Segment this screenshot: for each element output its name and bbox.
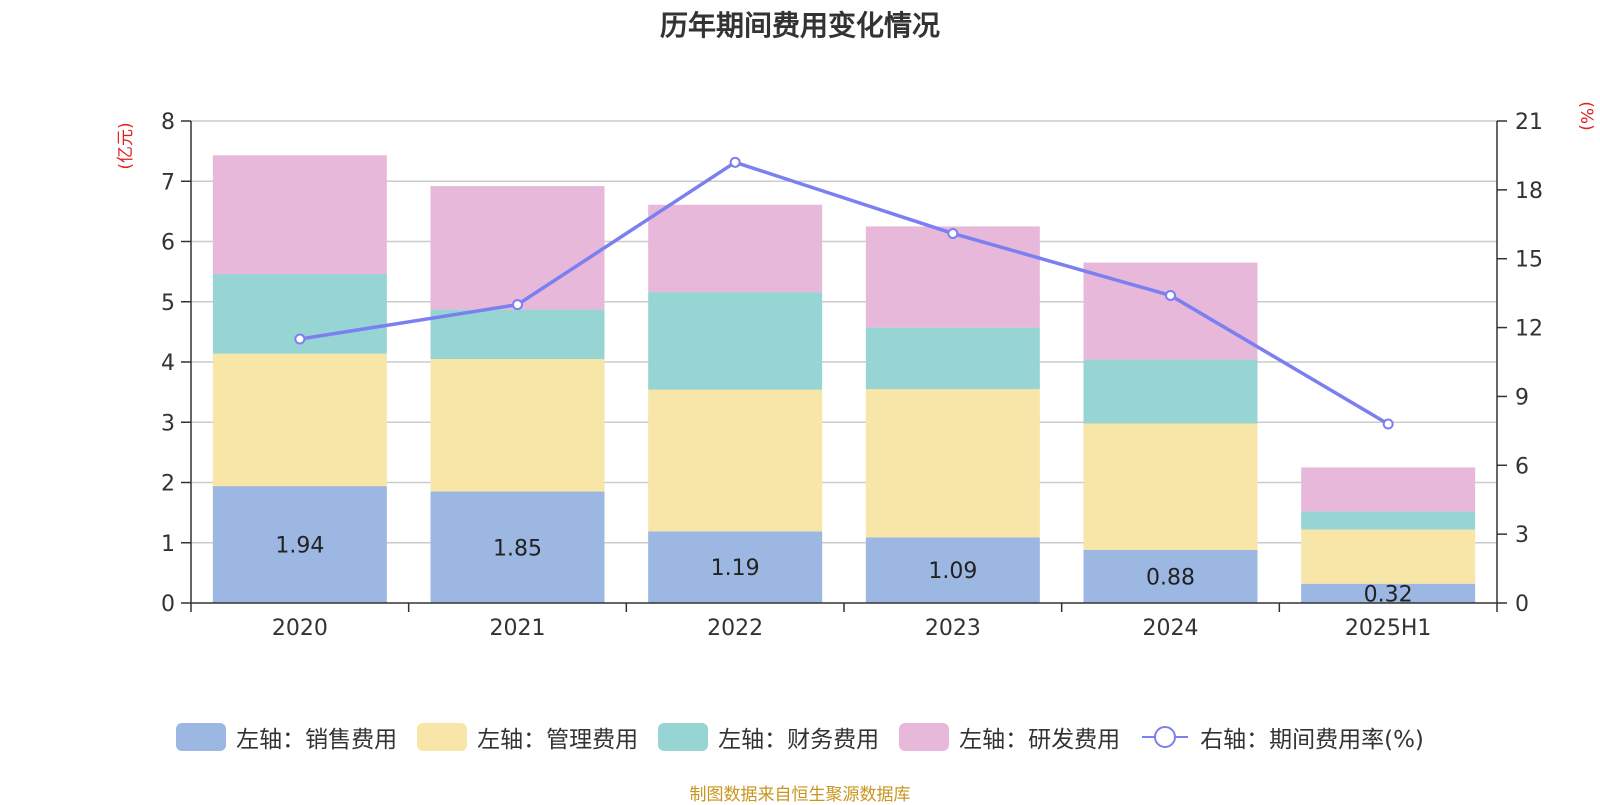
- right-tick-label: 15: [1515, 248, 1543, 273]
- legend-label: 左轴：管理费用: [477, 727, 639, 753]
- bar-segment: [1083, 423, 1258, 550]
- right-tick-label: 3: [1515, 523, 1529, 548]
- legend-swatch: [658, 723, 709, 751]
- right-tick-label: 21: [1515, 110, 1543, 135]
- rate-point: [1382, 418, 1394, 430]
- bar-data-label: 1.19: [711, 556, 760, 581]
- right-tick-label: 12: [1515, 317, 1543, 342]
- bar-segment: [648, 531, 823, 603]
- legend-label: 左轴：研发费用: [959, 727, 1121, 753]
- bar-segment: [648, 389, 823, 532]
- legend-swatch: [176, 723, 227, 751]
- x-tick-label: 2025H1: [1345, 616, 1432, 641]
- left-tick-label: 5: [161, 291, 175, 316]
- bar-data-label: 1.85: [493, 536, 542, 561]
- rate-point: [512, 299, 523, 311]
- rate-point: [729, 156, 741, 168]
- bar-segment: [648, 292, 823, 390]
- legend-item[interactable]: 右轴：期间费用率(%): [1140, 720, 1424, 754]
- label-layer: 1.94 1.85 1.19 1.09 0.88 0.32: [275, 534, 1412, 608]
- legend-item[interactable]: 左轴：研发费用: [899, 720, 1120, 754]
- bar-data-label: 1.09: [928, 559, 977, 584]
- bar-segment: [430, 309, 605, 359]
- bar-segment: [1301, 583, 1476, 603]
- bar-layer: [212, 155, 1476, 603]
- right-axis-unit: (%): [1576, 101, 1596, 130]
- left-tick-label: 8: [161, 110, 175, 135]
- left-tick-label: 0: [161, 592, 175, 617]
- bar-segment: [212, 155, 387, 275]
- bar-segment: [212, 353, 387, 487]
- legend-label: 右轴：期间费用率(%): [1200, 727, 1424, 753]
- bar-data-label: 1.94: [275, 534, 324, 559]
- legend-item[interactable]: 左轴：管理费用: [417, 720, 638, 754]
- left-tick-label: 2: [161, 472, 175, 497]
- left-axis-unit: (亿元): [116, 122, 136, 169]
- bar-segment: [430, 358, 605, 492]
- bar-segment: [430, 491, 605, 603]
- left-tick-label: 6: [161, 231, 175, 256]
- right-tick-label: 18: [1515, 179, 1543, 204]
- legend: 左轴：销售费用 左轴：管理费用 左轴：财务费用 左轴：研发费用 右轴：期间费用率(%): [0, 720, 1600, 754]
- left-tick-label: 7: [161, 170, 175, 195]
- x-tick-label: 2024: [1143, 616, 1199, 641]
- x-tick-label: 2020: [272, 616, 328, 641]
- bar-segment: [1301, 467, 1476, 512]
- legend-label: 左轴：财务费用: [718, 727, 880, 753]
- rate-point: [947, 227, 959, 239]
- legend-item[interactable]: 左轴：销售费用: [176, 720, 397, 754]
- right-tick-label: 9: [1515, 385, 1529, 410]
- bar-segment: [1083, 549, 1258, 603]
- source-note: 制图数据来自恒生聚源数据库: [689, 785, 911, 805]
- grid-layer: [191, 120, 1497, 544]
- bar-segment: [865, 327, 1040, 390]
- x-tick-label: 2021: [490, 616, 546, 641]
- left-tick-label: 4: [161, 351, 175, 376]
- bar-segment: [430, 186, 605, 310]
- rate-point: [294, 333, 306, 345]
- legend-label: 左轴：销售费用: [236, 727, 398, 753]
- bar-data-label: 0.88: [1146, 565, 1195, 590]
- legend-line-icon: [1142, 726, 1189, 748]
- left-tick-label: 3: [161, 411, 175, 436]
- bar-segment: [648, 204, 823, 293]
- rate-point: [1165, 289, 1176, 301]
- legend-swatch: [899, 723, 950, 751]
- bar-segment: [1301, 529, 1476, 584]
- bar-segment: [865, 389, 1040, 538]
- bar-segment: [865, 226, 1040, 328]
- rate-line: [299, 160, 1390, 426]
- line-layer: [294, 156, 1394, 430]
- bar-segment: [1301, 511, 1476, 530]
- bar-data-label: 0.32: [1364, 582, 1413, 607]
- bar-segment: [865, 537, 1040, 603]
- legend-item[interactable]: 左轴：财务费用: [658, 720, 879, 754]
- legend-swatch: [417, 723, 468, 751]
- right-tick-label: 6: [1515, 454, 1529, 479]
- chart-title: 历年期间费用变化情况: [659, 9, 940, 42]
- bar-segment: [212, 486, 387, 603]
- bar-segment: [1083, 359, 1258, 424]
- right-tick-label: 0: [1515, 592, 1529, 617]
- x-tick-label: 2022: [707, 616, 763, 641]
- x-tick-label: 2023: [925, 616, 981, 641]
- left-tick-label: 1: [161, 532, 175, 557]
